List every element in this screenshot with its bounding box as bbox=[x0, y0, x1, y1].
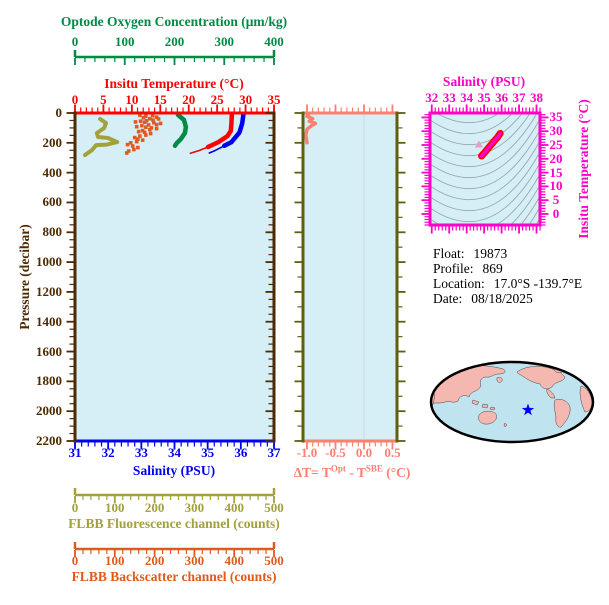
temperature-axis-title: Insitu Temperature (°C) bbox=[104, 76, 244, 91]
salinity-tick-label: 34 bbox=[168, 445, 181, 460]
location-info-line: Location: 17.0°S -139.7°E bbox=[433, 276, 582, 292]
fluorescence-tick-label: 0 bbox=[71, 500, 79, 515]
ts-salinity-tick-label: 34 bbox=[460, 90, 474, 105]
backscatter-tick-label: 0 bbox=[71, 553, 79, 568]
backscatter-tick-label: 500 bbox=[264, 553, 284, 568]
oxygen-tick-label: 100 bbox=[115, 34, 135, 49]
location-label: Location: bbox=[433, 276, 485, 291]
backscatter-tick-label: 100 bbox=[105, 553, 125, 568]
ts-salinity-tick-label: 38 bbox=[530, 90, 543, 105]
fluorescence-tick-label: 300 bbox=[184, 500, 205, 515]
fluorescence-axis-title: FLBB Fluorescence channel (counts) bbox=[68, 516, 280, 531]
delta-t-tick-label: -0.5 bbox=[325, 445, 346, 460]
pressure-tick-label: 200 bbox=[42, 134, 63, 150]
backscatter-tick-label: 400 bbox=[224, 553, 244, 568]
salinity-tick-label: 31 bbox=[68, 445, 82, 460]
ts-salinity-tick-label: 32 bbox=[425, 90, 439, 105]
salinity-tick-label: 37 bbox=[267, 445, 281, 460]
delta-t-tick-label: 0.0 bbox=[355, 445, 373, 460]
salinity-tick-label: 33 bbox=[134, 445, 148, 460]
delta-t-axis-title: ΔT= TOpt - TSBE (°C) bbox=[294, 463, 411, 481]
delta-t-title-part: - T bbox=[345, 464, 366, 480]
temperature-tick-label: 5 bbox=[100, 92, 107, 107]
fluorescence-tick-label: 100 bbox=[105, 500, 125, 515]
pressure-tick-label: 1600 bbox=[36, 343, 62, 359]
pressure-axis-title: Pressure (decibar) bbox=[17, 224, 32, 330]
float-value: 19873 bbox=[473, 246, 508, 261]
delta-t-tick-label: -1.0 bbox=[296, 445, 318, 460]
temperature-tick-label: 20 bbox=[182, 92, 196, 107]
salinity-tick-label: 36 bbox=[234, 445, 248, 460]
oxygen-tick-label: 400 bbox=[264, 34, 284, 49]
pressure-tick-label: 1200 bbox=[36, 283, 62, 299]
temperature-tick-label: 30 bbox=[239, 92, 253, 107]
oxygen-axis-title: Optode Oxygen Concentration (μm/kg) bbox=[60, 14, 288, 29]
ts-temperature-tick-label: 35 bbox=[549, 109, 563, 125]
backscatter-tick-label: 300 bbox=[184, 553, 205, 568]
delta-t-title-part: (°C) bbox=[382, 464, 411, 480]
pressure-tick-label: 0 bbox=[55, 105, 63, 120]
delta-t-sup-sbe: SBE bbox=[365, 463, 383, 474]
temperature-tick-label: 35 bbox=[267, 92, 281, 107]
delta-t-sup-opt: Opt bbox=[330, 463, 346, 474]
ts-temperature-tick-label: 10 bbox=[549, 178, 563, 194]
temperature-tick-label: 10 bbox=[125, 92, 139, 107]
ts-salinity-tick-label: 33 bbox=[442, 90, 456, 105]
ts-temperature-tick-label: 30 bbox=[549, 123, 563, 139]
date-value: 08/18/2025 bbox=[471, 291, 533, 306]
ts-salinity-tick-label: 35 bbox=[477, 90, 491, 105]
date-info-line: Date: 08/18/2025 bbox=[433, 291, 533, 307]
profile-label: Profile: bbox=[433, 261, 474, 276]
fluorescence-tick-label: 500 bbox=[264, 500, 284, 515]
pressure-tick-label: 2000 bbox=[36, 403, 62, 419]
salinity-axis-title: Salinity (PSU) bbox=[132, 463, 216, 478]
delta-t-title-part: ΔT= T bbox=[293, 464, 331, 480]
oxygen-tick-label: 300 bbox=[214, 34, 235, 49]
pressure-tick-label: 1400 bbox=[36, 313, 62, 329]
pressure-tick-label: 2200 bbox=[36, 433, 62, 448]
pressure-tick-label: 800 bbox=[42, 224, 63, 240]
oxygen-tick-label: 200 bbox=[164, 34, 185, 49]
fluorescence-tick-label: 400 bbox=[224, 500, 244, 515]
world-map bbox=[429, 360, 595, 444]
pressure-tick-label: 1800 bbox=[36, 373, 62, 389]
location-value: 17.0°S -139.7°E bbox=[493, 276, 583, 291]
delta-t-tick-label: 0.5 bbox=[384, 445, 401, 460]
profile-info-line: Profile: 869 bbox=[433, 261, 503, 277]
profile-value: 869 bbox=[482, 261, 503, 276]
ts-temperature-tick-label: 20 bbox=[549, 150, 563, 166]
backscatter-tick-label: 200 bbox=[144, 553, 165, 568]
temperature-tick-label: 25 bbox=[210, 92, 224, 107]
salinity-tick-label: 32 bbox=[101, 445, 115, 460]
ts-temperature-tick-label: 5 bbox=[552, 192, 560, 208]
float-label: Float: bbox=[433, 246, 465, 261]
backscatter-axis-title: FLBB Backscatter channel (counts) bbox=[71, 569, 277, 584]
ts-temperature-tick-label: 0 bbox=[552, 205, 560, 221]
pressure-tick-label: 400 bbox=[42, 164, 63, 180]
ts-salinity-axis-title: Salinity (PSU) bbox=[442, 74, 526, 89]
ts-salinity-tick-label: 36 bbox=[495, 90, 509, 105]
salinity-tick-label: 35 bbox=[201, 445, 215, 460]
float-info-line: Float: 19873 bbox=[433, 246, 507, 262]
temperature-tick-label: 15 bbox=[153, 92, 167, 107]
oxygen-tick-label: 0 bbox=[71, 34, 79, 49]
ts-salinity-tick-label: 37 bbox=[512, 90, 526, 105]
float-location-star bbox=[521, 403, 535, 416]
ts-temperature-tick-label: 25 bbox=[549, 137, 563, 152]
fluorescence-tick-label: 200 bbox=[144, 500, 165, 515]
pressure-tick-label: 1000 bbox=[36, 254, 62, 270]
ts-temperature-axis-title: Insitu Temperature (°C) bbox=[576, 99, 591, 239]
ts-temperature-tick-label: 15 bbox=[549, 164, 563, 180]
temperature-tick-label: 0 bbox=[71, 92, 79, 107]
pressure-tick-label: 600 bbox=[42, 194, 63, 210]
date-label: Date: bbox=[433, 291, 463, 306]
